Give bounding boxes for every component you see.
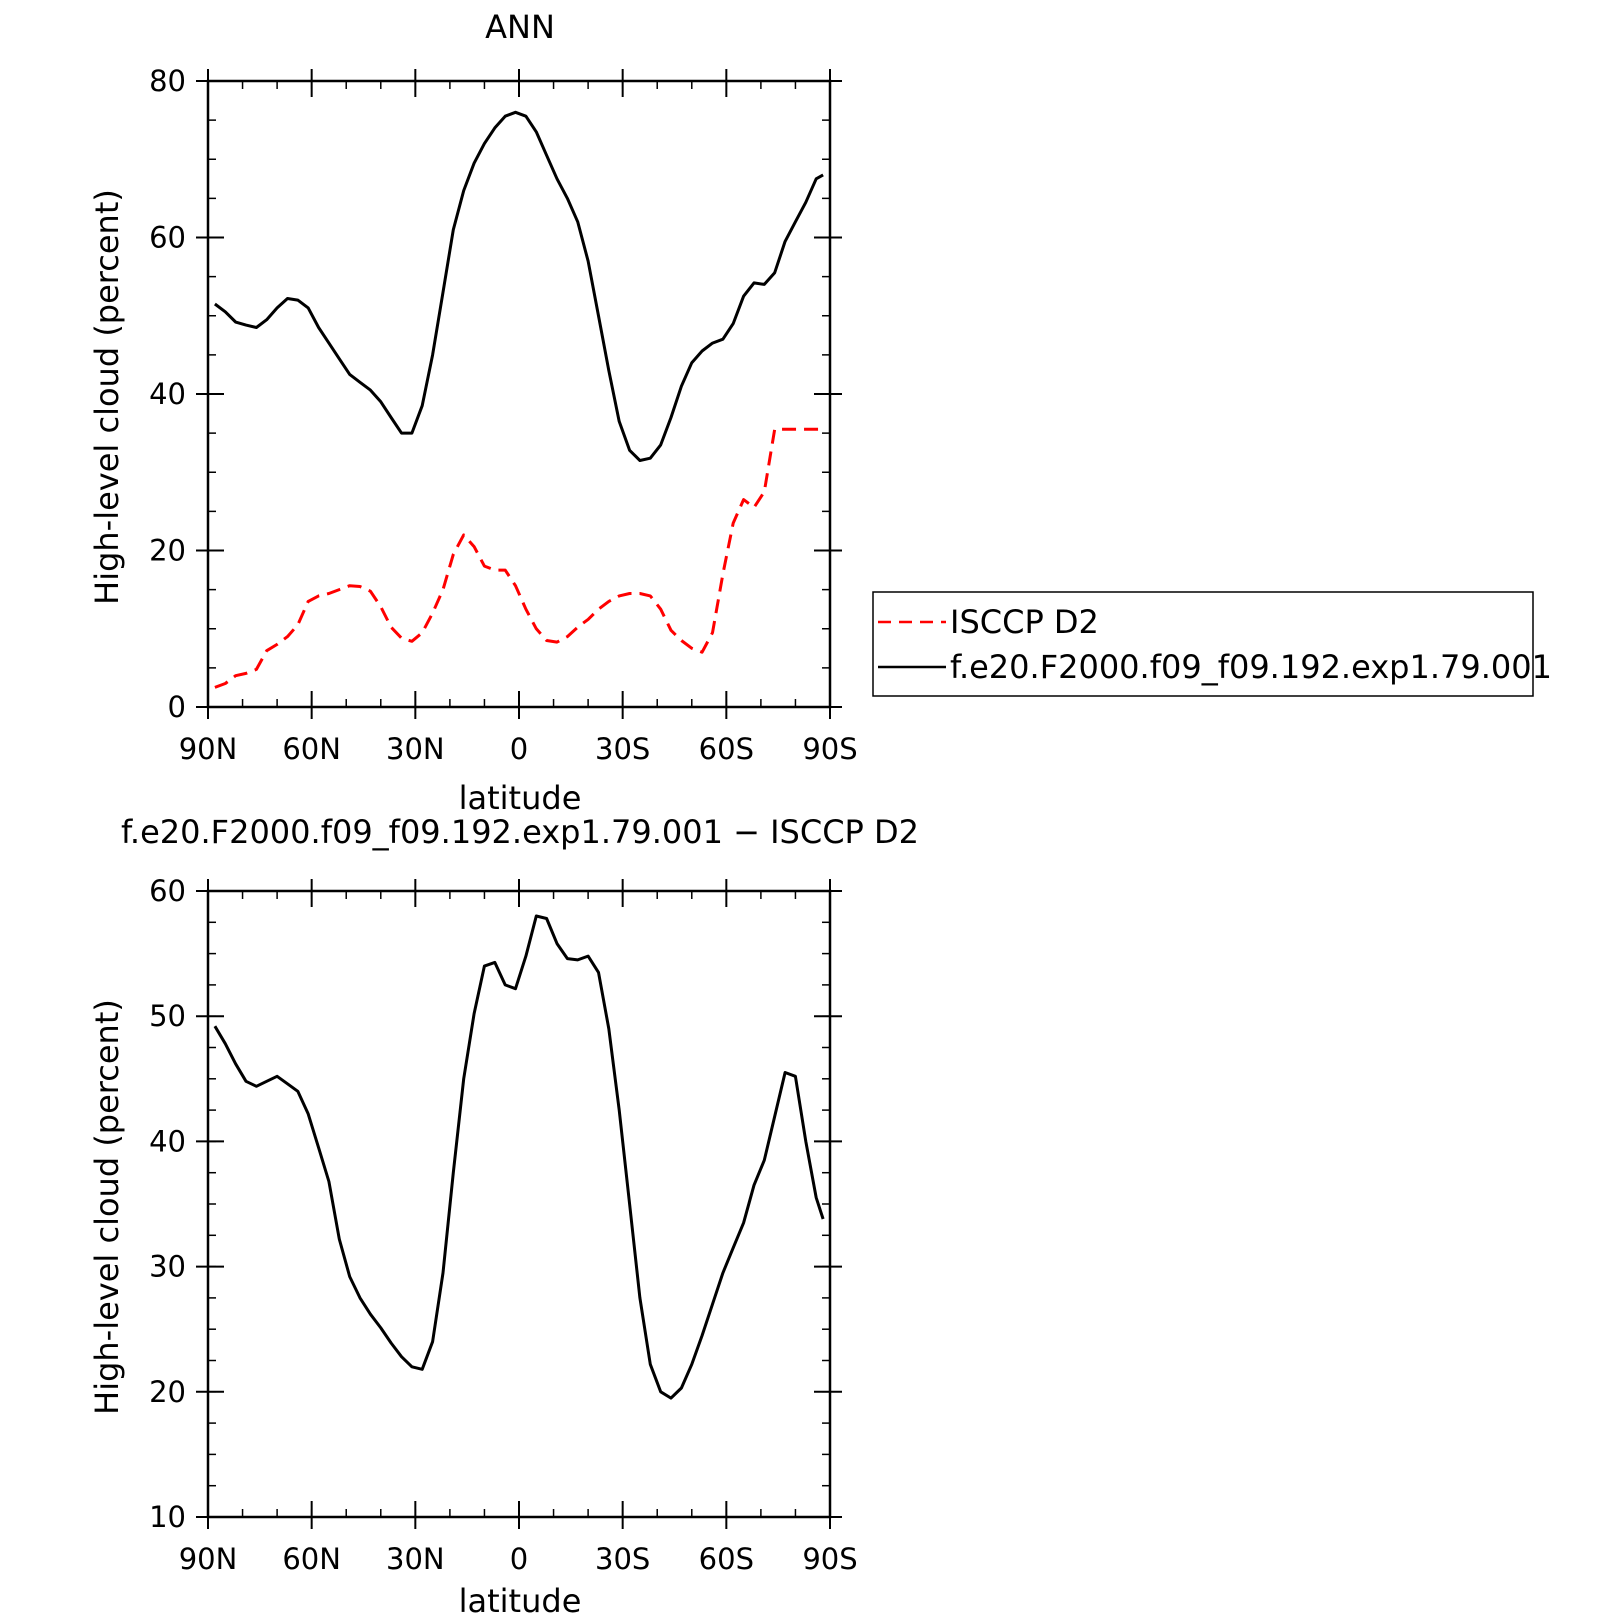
y-tick-label: 20 [149,534,186,568]
x-tick-label: 30N [386,732,445,766]
legend-box [872,591,1534,697]
x-tick-label: 60N [282,1542,341,1576]
legend-label-isccp: ISCCP D2 [950,603,1099,641]
x-tick-label: 90S [802,1542,857,1576]
legend-label-model: f.e20.F2000.f09_f09.192.exp1.79.001 [950,648,1552,686]
plot-frame-0 [206,79,832,709]
y-tick-label: 20 [149,1375,186,1409]
x-tick-label: 60S [699,732,754,766]
y-tick-label: 60 [149,874,186,908]
x-tick-label: 60S [699,1542,754,1576]
y-tick-label: 50 [149,999,186,1033]
x-tick-label: 30N [386,1542,445,1576]
x-tick-label: 90N [179,1542,238,1576]
x-tick-label: 0 [510,1542,528,1576]
y-tick-label: 10 [149,1500,186,1534]
bottom-chart-panel: f.e20.F2000.f09_f09.192.exp1.79.001 − IS… [88,813,919,1619]
y-tick-label: 0 [168,690,186,724]
top-x-axis-label: latitude [459,779,582,817]
y-tick-label: 80 [149,64,186,98]
top-plot-area: 90N 60N 30N 0 30S 60S 90S 0 20 40 60 80 [149,64,858,766]
top-chart-panel: ANN 90N 60N 30N 0 30S 60S 90S 0 20 40 60 80 High-le… [88,8,858,817]
legend: ISCCP D2 f.e20.F2000.f09_f09.192.exp1.79… [872,591,1552,697]
series-line-0-0 [214,427,824,689]
y-tick-label: 40 [149,1124,186,1158]
series-line-0-1 [213,110,824,462]
x-tick-label: 30S [595,732,650,766]
plot-frame-1 [206,889,832,1519]
bottom-plot-area: 90N 60N 30N 0 30S 60S 90S 10 20 30 40 50 60 [149,874,858,1576]
top-y-axis-label: High-level cloud (percent) [88,189,126,605]
y-tick-label: 40 [149,377,186,411]
x-tick-label: 0 [510,732,528,766]
x-tick-label: 30S [595,1542,650,1576]
x-tick-label: 90N [179,732,238,766]
y-tick-label: 60 [149,221,186,255]
top-chart-title: ANN [485,8,555,46]
bottom-x-axis-label: latitude [459,1582,582,1619]
bottom-y-axis-label: High-level cloud (percent) [88,999,126,1415]
bottom-chart-title: f.e20.F2000.f09_f09.192.exp1.79.001 − IS… [121,813,919,851]
x-tick-label: 60N [282,732,341,766]
x-tick-label: 90S [802,732,857,766]
y-tick-label: 30 [149,1250,186,1284]
series-line-1-0 [213,914,825,1400]
